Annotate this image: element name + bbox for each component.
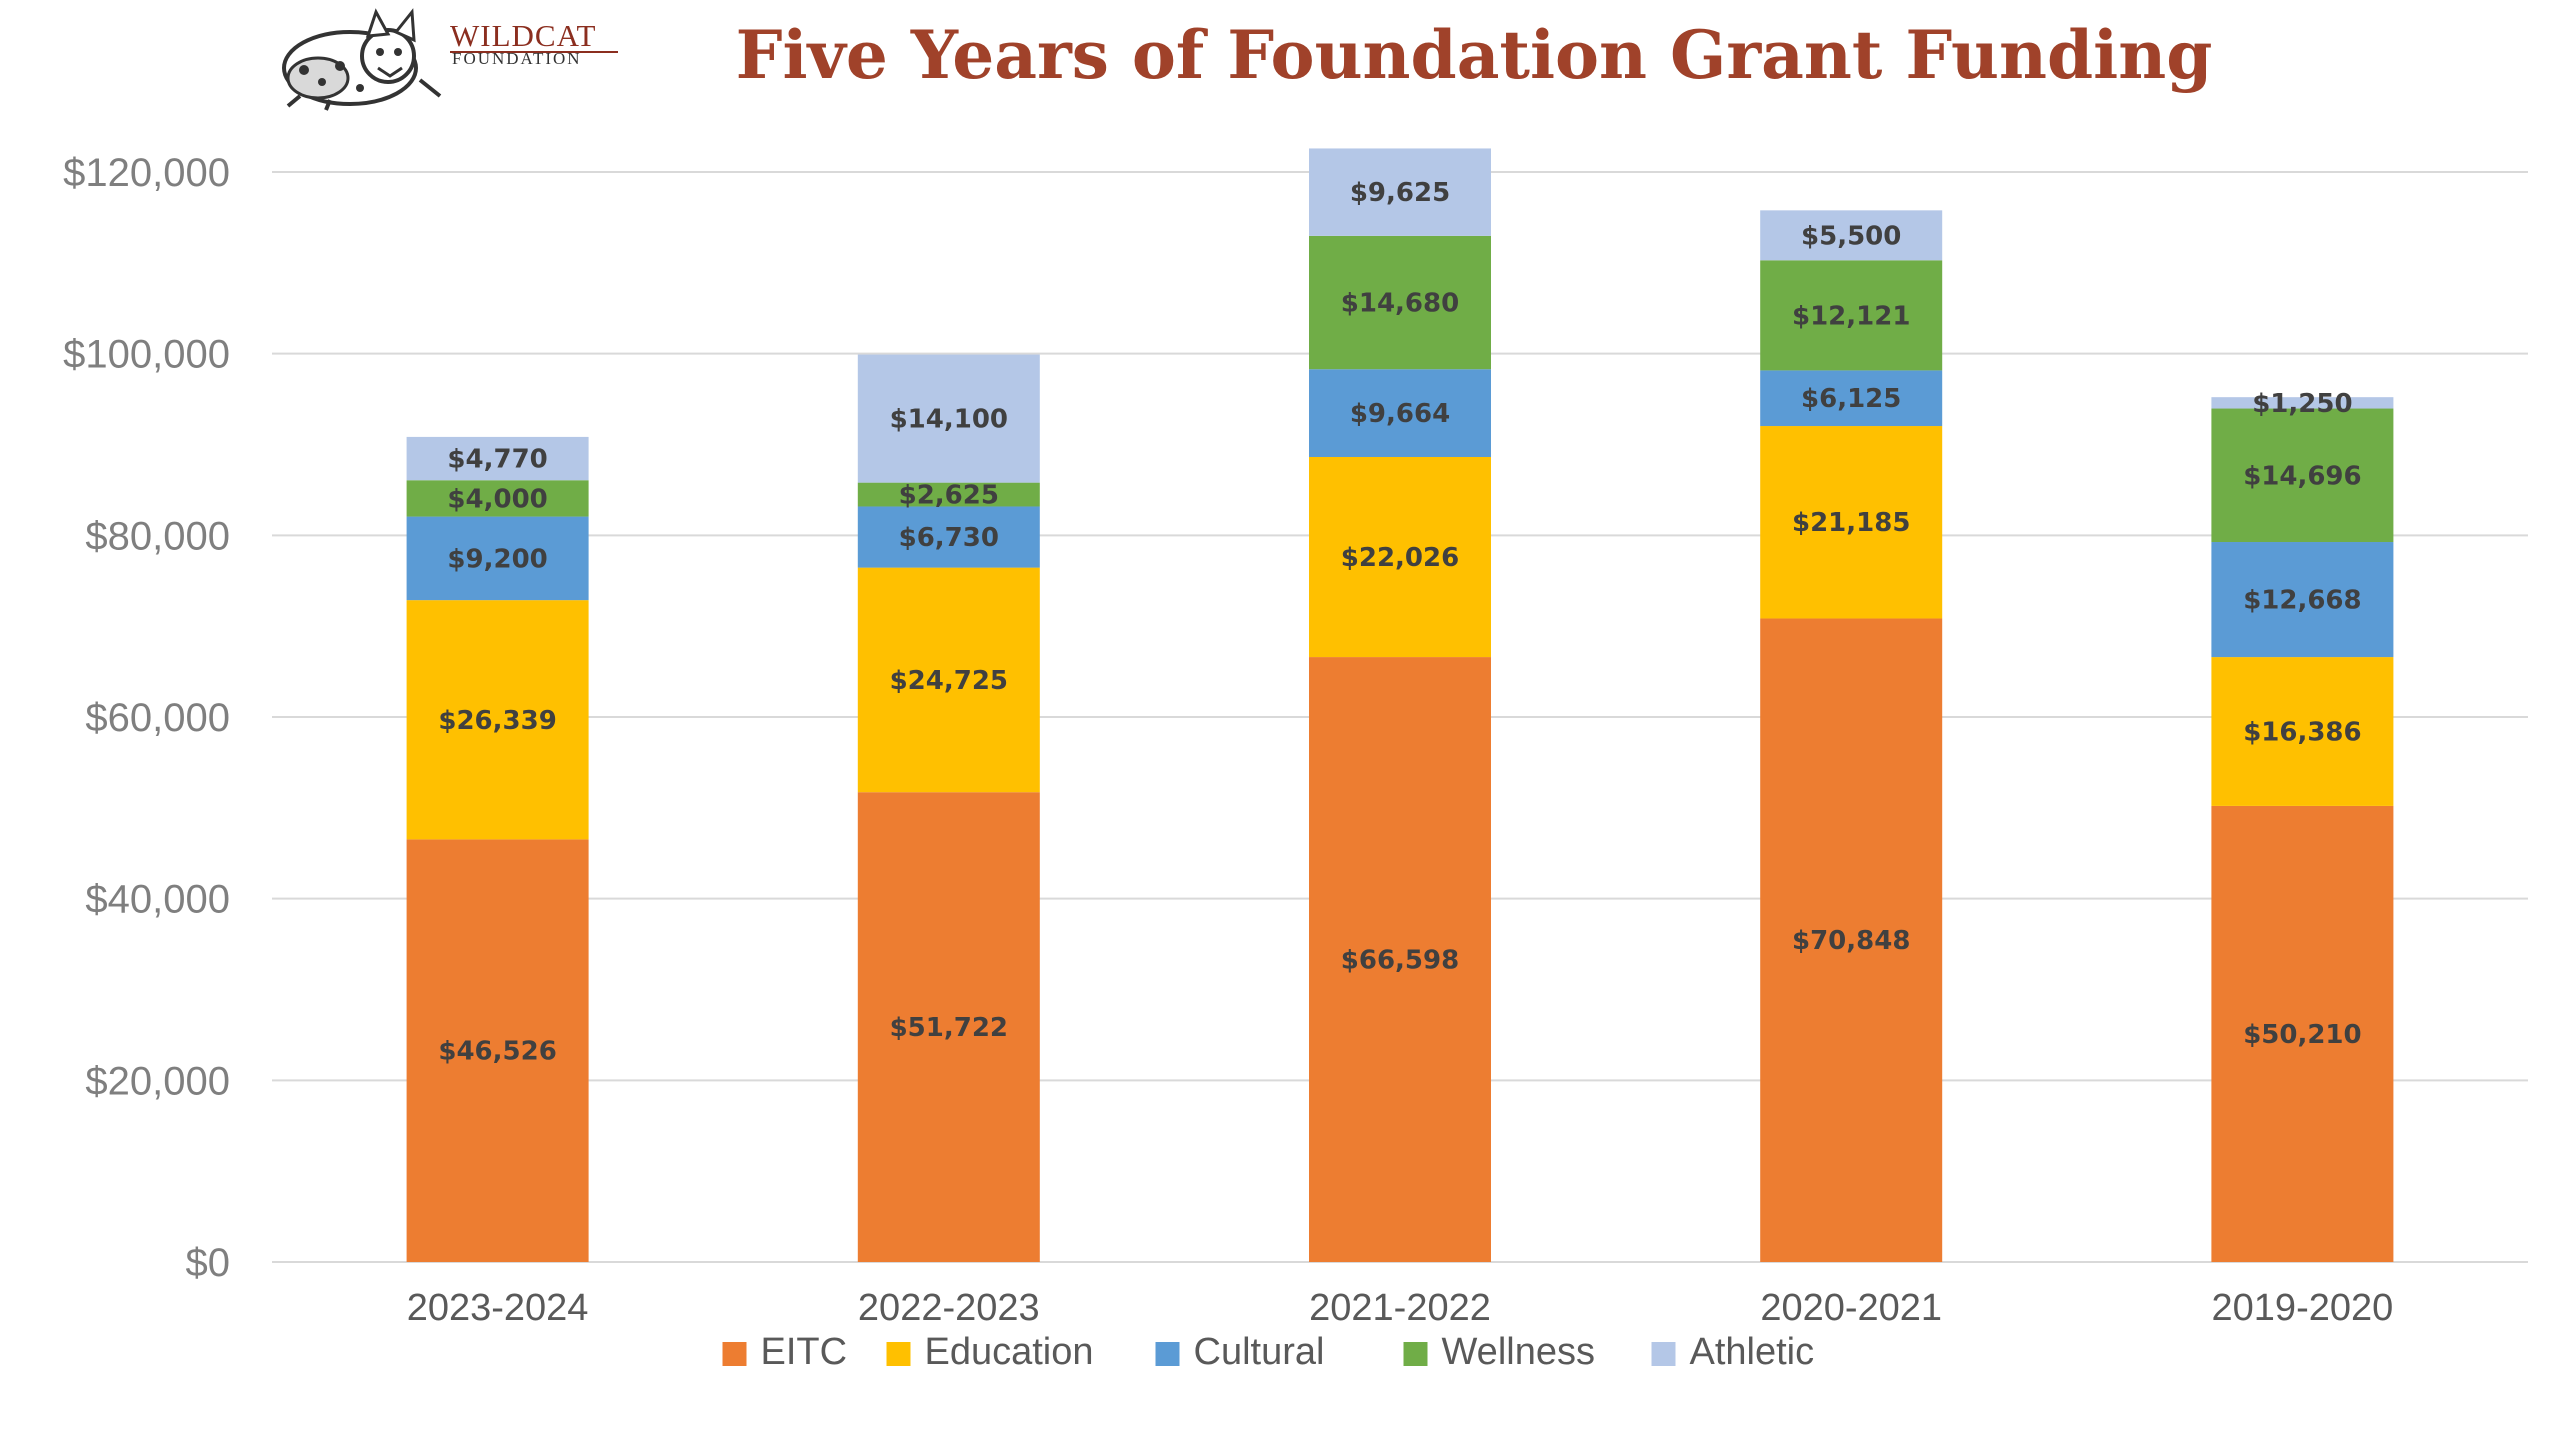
y-tick-label: $80,000 [85,514,230,558]
logo-subtitle: FOUNDATION [452,49,582,68]
y-axis-tick-labels: $0 $20,000 $40,000 $60,000 $80,000 $100,000 $1… [63,151,230,1285]
bar-segment-athletic [406,436,589,481]
bar-segment-education [2211,657,2394,806]
bar-segment-wellness [406,480,589,517]
y-tick-label: $40,000 [85,878,230,922]
y-tick-label: $20,000 [85,1059,230,1103]
legend-item-athletic: Athletic [1651,1331,1815,1373]
bar-segment-cultural [1309,369,1491,457]
data-label: $9,625 [1350,178,1450,208]
legend-label: Wellness [1442,1331,1595,1373]
legend-swatch [886,1342,911,1366]
legend-item-cultural: Cultural [1155,1331,1325,1373]
data-label: $14,696 [2243,461,2361,491]
data-label: $12,668 [2243,586,2361,616]
data-labels: $46,526 $26,339 $9,200 $4,000 $4,770 $51,722 $… [438,178,2361,1067]
data-label: $1,250 [2252,389,2352,419]
bar-segment-athletic [1309,148,1491,236]
data-label: $70,848 [1792,926,1910,956]
bar-segment-athletic [857,354,1040,483]
x-tick-label: 2020-2021 [1760,1287,1942,1329]
data-label: $46,526 [438,1037,556,1067]
legend-item-eitc: EITC [722,1331,848,1373]
bar-segment-education [1760,426,1943,619]
bar-segment-cultural [857,506,1040,568]
data-label: $24,725 [890,666,1008,696]
bar-segment-eitc [857,792,1040,1262]
bar-segment-eitc [1309,657,1491,1262]
data-label: $9,200 [447,544,547,574]
legend-swatch [1651,1342,1676,1366]
data-label: $4,770 [447,445,547,475]
bar-segment-eitc [1760,618,1943,1262]
data-label: $9,664 [1350,399,1450,429]
legend-swatch [722,1342,747,1366]
wildcat-mascot-icon [282,8,442,111]
bar-segment-education [857,567,1040,793]
data-label: $66,598 [1341,946,1459,976]
bar-segment-education [406,600,589,840]
bar-segment-wellness [2211,408,2394,543]
bar-segment-eitc [406,839,589,1262]
x-tick-label: 2021-2022 [1309,1287,1491,1329]
x-tick-label: 2023-2024 [407,1287,589,1329]
wildcat-logo: WILDCAT FOUNDATION [282,8,618,111]
data-label: $51,722 [890,1013,1008,1043]
data-label: $4,000 [447,484,547,514]
data-label: $21,185 [1792,508,1910,538]
x-tick-label: 2022-2023 [858,1287,1040,1329]
data-label: $22,026 [1341,543,1459,573]
data-label: $2,625 [899,481,999,511]
legend-label: EITC [761,1331,848,1373]
legend: EITC Education Cultural Wellness Athletic [722,1331,1815,1373]
data-label: $14,100 [890,405,1008,435]
x-tick-label: 2019-2020 [2212,1287,2394,1329]
data-label: $5,500 [1801,221,1901,251]
bar-segment-cultural [1760,370,1943,427]
data-label: $6,730 [899,523,999,553]
data-label: $6,125 [1801,384,1901,414]
data-label: $50,210 [2243,1020,2361,1050]
legend-label: Cultural [1194,1331,1325,1373]
bar-segment-wellness [1309,235,1491,370]
data-label: $26,339 [438,706,556,736]
legend-label: Education [925,1331,1094,1373]
logo-name: WILDCAT [450,18,596,53]
legend-item-wellness: Wellness [1403,1331,1595,1373]
chart-title: Five Years of Foundation Grant Funding [736,16,2213,94]
y-tick-label: $60,000 [85,696,230,740]
legend-swatch [1155,1342,1180,1366]
bar-segment-athletic [1760,210,1943,261]
data-label: $12,121 [1792,301,1910,331]
x-axis-tick-labels: 2023-2024 2022-2023 2021-2022 2020-2021 2019… [407,1287,2394,1329]
bar-segment-athletic [2211,397,2394,409]
bars [406,148,2394,1262]
y-tick-label: $0 [186,1241,231,1285]
data-label: $16,386 [2243,718,2361,748]
bar-segment-cultural [406,516,589,601]
legend-swatch [1403,1342,1428,1366]
legend-label: Athletic [1690,1331,1815,1373]
bar-segment-wellness [857,482,1040,507]
bar-segment-wellness [1760,260,1943,371]
data-label: $14,680 [1341,289,1459,319]
y-tick-label: $120,000 [63,151,230,195]
legend-item-education: Education [886,1331,1094,1373]
bar-segment-cultural [2211,542,2394,658]
y-tick-label: $100,000 [63,333,230,377]
bar-segment-education [1309,456,1491,658]
bar-segment-eitc [2211,805,2394,1262]
